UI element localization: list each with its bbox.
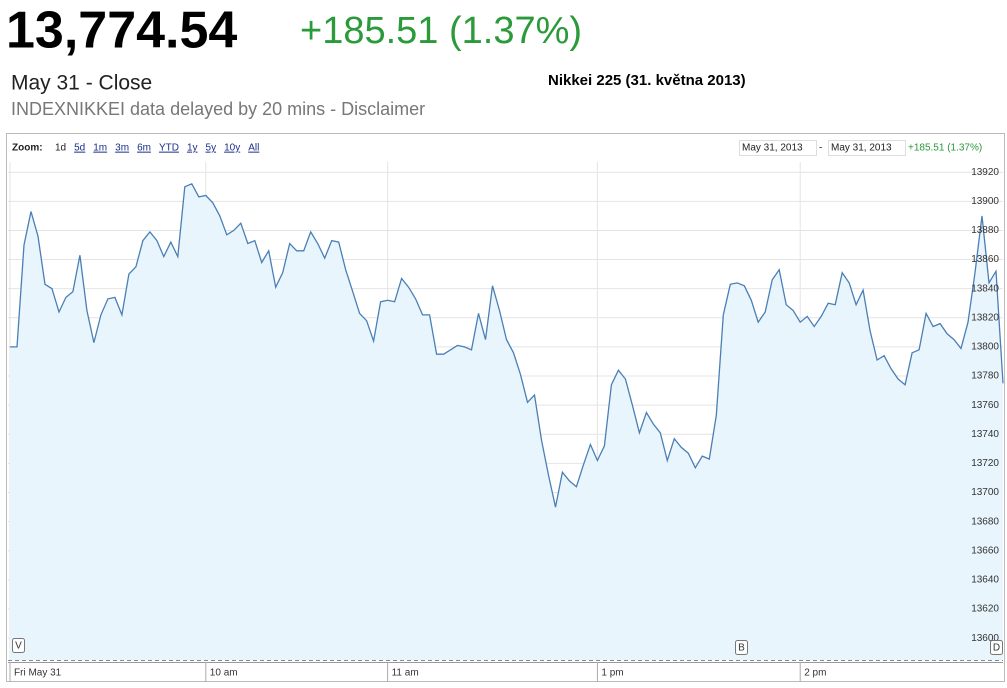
line: [10, 182, 1004, 508]
range-end: May 31, 2013: [831, 143, 892, 154]
x-tick-label: 11 am: [392, 668, 419, 679]
zoom-option[interactable]: 10y: [224, 143, 240, 154]
zoom-option[interactable]: All: [248, 143, 259, 154]
zoom-label: Zoom:: [12, 143, 43, 154]
zoom-option[interactable]: 6m: [137, 143, 151, 154]
zoom-option[interactable]: 5y: [206, 143, 217, 154]
range-start: May 31, 2013: [742, 143, 803, 154]
zoom-option[interactable]: 3m: [115, 143, 129, 154]
x-tick-label: 2 pm: [804, 668, 826, 679]
y-tick-label: 13720: [971, 458, 999, 469]
event-marker: [990, 640, 1003, 655]
status: May 31 - Close: [11, 72, 152, 95]
chart-title: Nikkei 225 (31. května 2013): [548, 72, 746, 89]
price-change: +185.51 (1.37%): [300, 10, 582, 52]
y-tick-label: 13780: [971, 371, 999, 382]
y-tick-label: 13660: [971, 545, 999, 556]
y-tick-label: 13620: [971, 604, 999, 615]
zoom-option[interactable]: YTD: [159, 143, 179, 154]
y-tick-label: 13920: [971, 167, 999, 178]
range-box: [739, 140, 817, 156]
y-tick-label: 13700: [971, 487, 999, 498]
event-marker-label: D: [993, 643, 1000, 654]
event-marker: [12, 638, 25, 653]
plot: [8, 162, 1004, 661]
y-tick-label: 13640: [971, 575, 999, 586]
y-tick-label: 13820: [971, 312, 999, 323]
y-tick-label: 13600: [971, 633, 999, 644]
y-tick-label: 13840: [971, 283, 999, 294]
range-box: [828, 140, 906, 156]
zoom-option[interactable]: 1y: [187, 143, 198, 154]
zoom-option: 1d: [55, 143, 66, 154]
area: [10, 183, 1003, 661]
price: 13,774.54: [6, 2, 237, 60]
y-tick-label: 13800: [971, 342, 999, 353]
y-tick-label: 13740: [971, 429, 999, 440]
event-marker: [735, 640, 748, 655]
y-tick-label: 13880: [971, 225, 999, 236]
zoom-option[interactable]: 1m: [93, 143, 107, 154]
event-marker-label: V: [15, 641, 22, 652]
range-sep: -: [819, 143, 822, 154]
y-tick-label: 13680: [971, 516, 999, 527]
event-marker-label: B: [738, 643, 745, 654]
x-tick-label: 1 pm: [601, 668, 623, 679]
y-tick-label: 13860: [971, 254, 999, 265]
source: INDEXNIKKEI data delayed by 20 mins - Di…: [11, 99, 425, 119]
zoom-option[interactable]: 5d: [74, 143, 85, 154]
range-change: +185.51 (1.37%): [908, 143, 982, 154]
x-tick-label: 10 am: [210, 668, 238, 679]
x-tick-label: Fri May 31: [14, 668, 62, 679]
y-tick-label: 13900: [971, 196, 999, 207]
y-tick-label: 13760: [971, 400, 999, 411]
